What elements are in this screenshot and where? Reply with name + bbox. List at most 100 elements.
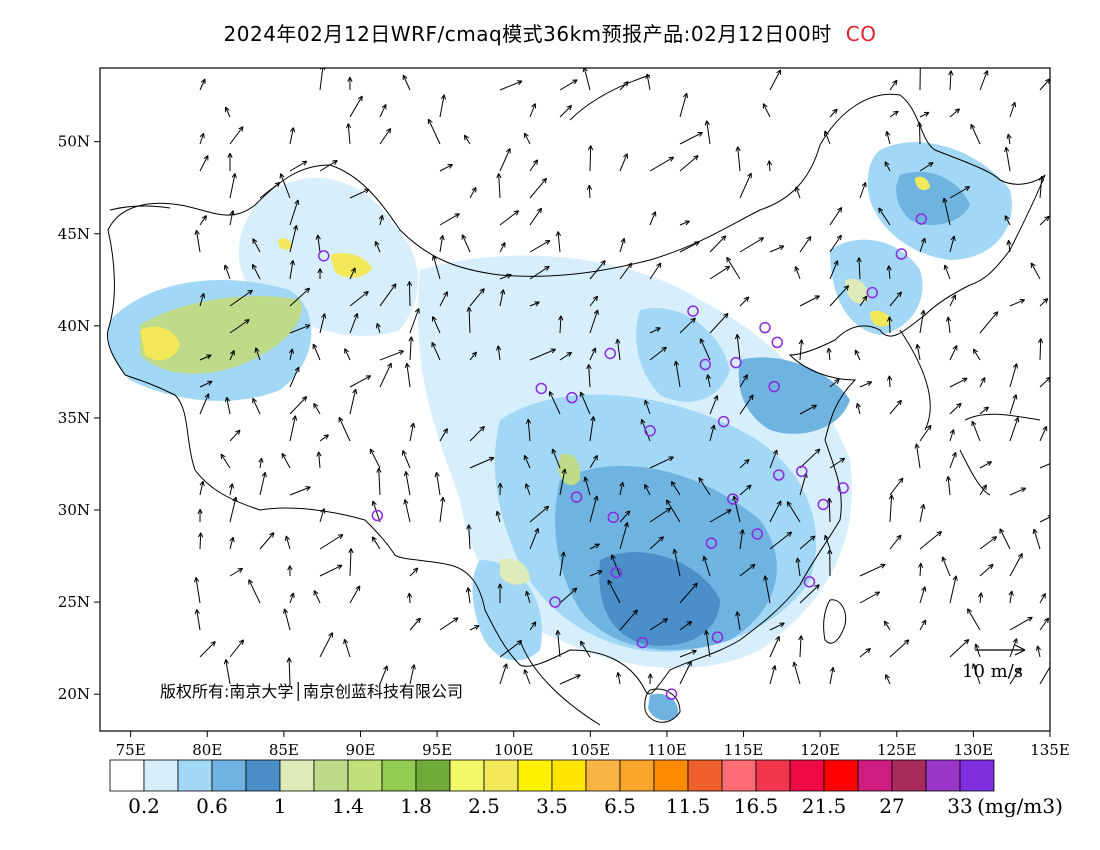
wind-vector	[289, 199, 300, 226]
wind-vector	[408, 336, 414, 361]
wind-vector	[349, 188, 370, 199]
monitoring-site-circle-icon	[837, 482, 849, 494]
wind-vector	[229, 567, 244, 577]
wind-vector	[409, 664, 416, 685]
wind-vector	[349, 313, 359, 334]
wind-vector	[289, 592, 295, 604]
colorbar-label: 3.5	[536, 794, 568, 818]
wind-vector	[673, 360, 681, 388]
wind-vector	[699, 338, 711, 361]
wind-vector	[375, 323, 381, 334]
wind-vector	[705, 374, 711, 388]
wind-vector	[919, 68, 923, 91]
wind-vector	[338, 416, 351, 442]
wind-vector	[495, 510, 501, 523]
wind-vector	[769, 69, 782, 91]
wind-vector	[829, 457, 846, 469]
wind-vector	[579, 391, 591, 415]
wind-vector	[281, 452, 291, 469]
wind-vector	[197, 509, 203, 523]
colorbar-swatch	[347, 759, 383, 792]
wind-vector	[313, 402, 321, 415]
wind-vector	[978, 592, 984, 604]
colorbar-label: 33	[947, 794, 972, 818]
wind-vector	[709, 424, 716, 442]
wind-vector	[499, 210, 520, 226]
wind-vector	[672, 548, 681, 577]
wind-vector	[529, 103, 537, 118]
wind-vector	[915, 343, 921, 361]
wind-vector	[859, 563, 886, 577]
wind-vector	[679, 155, 699, 172]
wind-vector	[979, 406, 989, 415]
wind-vector	[229, 429, 241, 442]
wind-vector	[979, 484, 987, 496]
wind-vector	[704, 630, 711, 658]
wind-vector	[679, 317, 696, 334]
wind-vector	[529, 528, 540, 550]
monitoring-sites	[317, 213, 928, 700]
wind-vector	[439, 235, 445, 253]
wind-vector	[679, 92, 689, 118]
wind-vector	[739, 563, 756, 577]
colorbar-label: 0.2	[128, 794, 160, 818]
wind-vector	[619, 510, 631, 523]
colorbar-swatch	[653, 759, 689, 792]
wind-vector	[889, 477, 904, 496]
wind-vector	[949, 377, 968, 388]
monitoring-site-circle-icon	[866, 286, 879, 299]
wind-vector	[649, 346, 667, 361]
colorbar-swatch	[279, 759, 315, 792]
y-tick-label: 40N	[58, 317, 90, 335]
wind-vector	[889, 291, 902, 307]
monitoring-site-circle-icon	[636, 636, 649, 649]
wind-vector	[499, 242, 506, 253]
wind-vector	[999, 528, 1011, 550]
monitoring-site-circle-icon	[717, 415, 730, 428]
wind-vector	[496, 173, 502, 199]
monitoring-site-circle-icon	[705, 537, 718, 549]
colorbar-swatch	[109, 759, 145, 792]
colorbar-swatch	[415, 759, 451, 792]
monitoring-site-circle-icon	[771, 336, 784, 349]
monitoring-site-circle-icon	[687, 305, 699, 317]
wind-vector	[589, 495, 599, 523]
x-tick-label: 115E	[724, 741, 764, 759]
wind-vector	[859, 295, 868, 307]
wind-vector	[972, 663, 981, 685]
y-tick-label: 25N	[58, 593, 90, 611]
wind-vector	[739, 484, 752, 496]
x-tick-label: 100E	[494, 741, 534, 759]
wind-vector	[402, 74, 411, 91]
wind-vector	[469, 425, 485, 442]
wind-vector	[945, 316, 952, 334]
wind-vector	[645, 73, 651, 91]
wind-vector	[970, 123, 981, 145]
boundaries	[106, 74, 1046, 726]
wind-vector	[1009, 616, 1033, 631]
wind-vector	[949, 345, 958, 361]
wind-vector	[254, 347, 261, 361]
wind-vector	[610, 554, 621, 577]
wind-vector	[427, 118, 441, 145]
wind-vector	[349, 585, 361, 604]
wind-vector	[1004, 215, 1011, 226]
colorbar-swatch	[823, 759, 859, 792]
wind-vector	[229, 639, 245, 658]
wind-vector	[619, 522, 629, 550]
wind-vector	[734, 334, 741, 361]
wind-vector	[319, 434, 329, 442]
wind-vector	[525, 418, 532, 442]
wind-vector	[649, 211, 657, 226]
wind-vector	[735, 611, 741, 631]
wind-vector	[739, 374, 748, 388]
colorbar-label: 2.5	[468, 794, 500, 818]
wind-vector	[229, 319, 250, 334]
wind-field	[194, 68, 1050, 685]
wind-vector	[379, 350, 404, 361]
wind-vector	[252, 263, 261, 280]
wind-vector	[919, 162, 934, 172]
y-axis: 20N 25N 30N 35N 40N 45N 50N	[58, 133, 100, 703]
wind-vector	[551, 448, 561, 469]
monitoring-site-circle-icon	[759, 321, 771, 334]
